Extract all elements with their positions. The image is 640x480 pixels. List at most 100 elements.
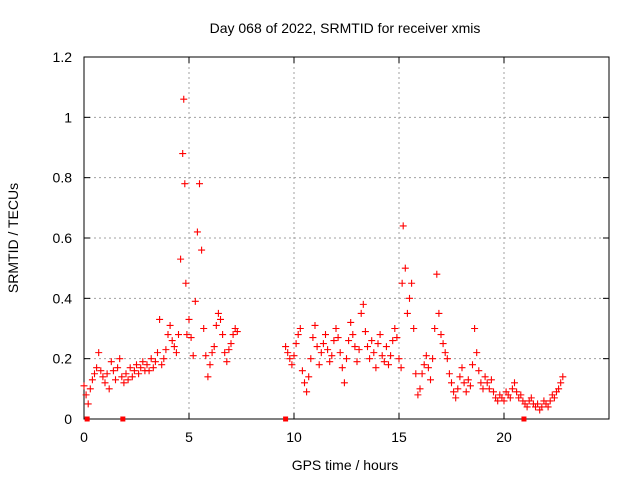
- data-point: [343, 355, 350, 363]
- y-tick-label: 0.6: [53, 230, 73, 246]
- data-point: [483, 379, 491, 387]
- data-point: [221, 349, 229, 357]
- data-point: [128, 373, 136, 381]
- data-point: [183, 331, 191, 339]
- data-point: [326, 358, 334, 366]
- data-point: [416, 385, 424, 393]
- data-point: [544, 403, 552, 411]
- data-point: [101, 379, 109, 387]
- data-point: [471, 325, 479, 332]
- data-point: [160, 355, 168, 363]
- data-point: [95, 349, 103, 357]
- data-point: [359, 300, 367, 308]
- data-point: [189, 352, 197, 360]
- data-point: [382, 343, 390, 351]
- data-point: [511, 379, 518, 387]
- data-point: [376, 331, 384, 339]
- data-point: [466, 382, 474, 390]
- data-point: [395, 355, 403, 363]
- data-point: [200, 325, 208, 332]
- data-point: [180, 95, 188, 103]
- data-point: [145, 367, 153, 375]
- data-point: [374, 340, 382, 348]
- data-point: [191, 297, 199, 305]
- gap-marker: [120, 416, 126, 422]
- gap-marker: [84, 416, 90, 422]
- data-point: [206, 361, 214, 369]
- data-point: [292, 340, 300, 348]
- data-point: [429, 355, 437, 363]
- data-point: [217, 315, 224, 323]
- y-tick-label: 1: [64, 109, 72, 125]
- data-point: [151, 358, 159, 366]
- data-point: [223, 358, 231, 366]
- x-tick-label: 20: [496, 429, 512, 445]
- gap-marker: [521, 416, 527, 422]
- data-point: [399, 222, 407, 230]
- data-point: [86, 385, 94, 393]
- data-point: [330, 337, 338, 345]
- data-point: [387, 352, 395, 360]
- data-point: [401, 264, 409, 272]
- data-point: [103, 370, 111, 378]
- data-point: [559, 373, 567, 381]
- data-point: [473, 349, 481, 357]
- chart-title: Day 068 of 2022, SRMTID for receiver xmi…: [210, 20, 481, 36]
- data-point: [210, 343, 218, 351]
- data-point: [475, 367, 483, 375]
- data-point: [130, 367, 138, 375]
- data-point: [418, 370, 426, 378]
- data-point: [372, 364, 380, 372]
- data-point: [112, 376, 119, 384]
- data-point: [233, 328, 241, 336]
- data-point: [398, 279, 406, 287]
- data-points: [80, 95, 567, 414]
- data-point: [172, 349, 180, 357]
- data-point: [324, 346, 332, 354]
- data-point: [137, 364, 145, 372]
- data-point: [408, 279, 416, 287]
- data-point: [80, 382, 88, 390]
- data-point: [175, 331, 182, 339]
- data-point: [546, 397, 554, 405]
- data-point: [158, 361, 166, 369]
- data-point: [364, 343, 371, 351]
- data-point: [437, 331, 445, 339]
- data-point: [196, 180, 203, 188]
- data-point: [345, 337, 353, 345]
- data-point: [414, 391, 422, 399]
- x-tick-label: 15: [391, 429, 407, 445]
- data-point: [97, 367, 105, 375]
- data-point: [347, 318, 355, 326]
- data-point: [296, 325, 304, 332]
- data-point: [431, 325, 439, 332]
- data-point: [187, 334, 195, 342]
- data-point: [454, 385, 462, 393]
- data-point: [328, 352, 336, 360]
- data-point: [122, 370, 130, 378]
- data-point: [82, 391, 90, 399]
- data-point: [332, 325, 340, 332]
- data-point: [555, 385, 563, 393]
- data-point: [391, 325, 399, 332]
- data-point: [181, 180, 189, 188]
- data-point: [355, 346, 363, 354]
- data-point: [219, 331, 227, 339]
- data-point: [397, 364, 405, 372]
- data-point: [506, 394, 514, 402]
- data-point: [389, 337, 397, 345]
- data-point: [282, 343, 290, 351]
- y-tick-label: 0.4: [53, 290, 73, 306]
- x-tick-label: 0: [80, 429, 88, 445]
- data-point: [385, 361, 392, 369]
- data-point: [517, 391, 525, 399]
- data-point: [487, 376, 495, 384]
- data-point: [433, 270, 441, 278]
- data-point: [168, 337, 176, 345]
- data-point: [114, 364, 122, 372]
- data-point: [340, 379, 348, 387]
- data-point: [88, 376, 96, 384]
- data-point: [366, 355, 374, 363]
- data-point: [301, 379, 308, 387]
- data-point: [116, 355, 124, 363]
